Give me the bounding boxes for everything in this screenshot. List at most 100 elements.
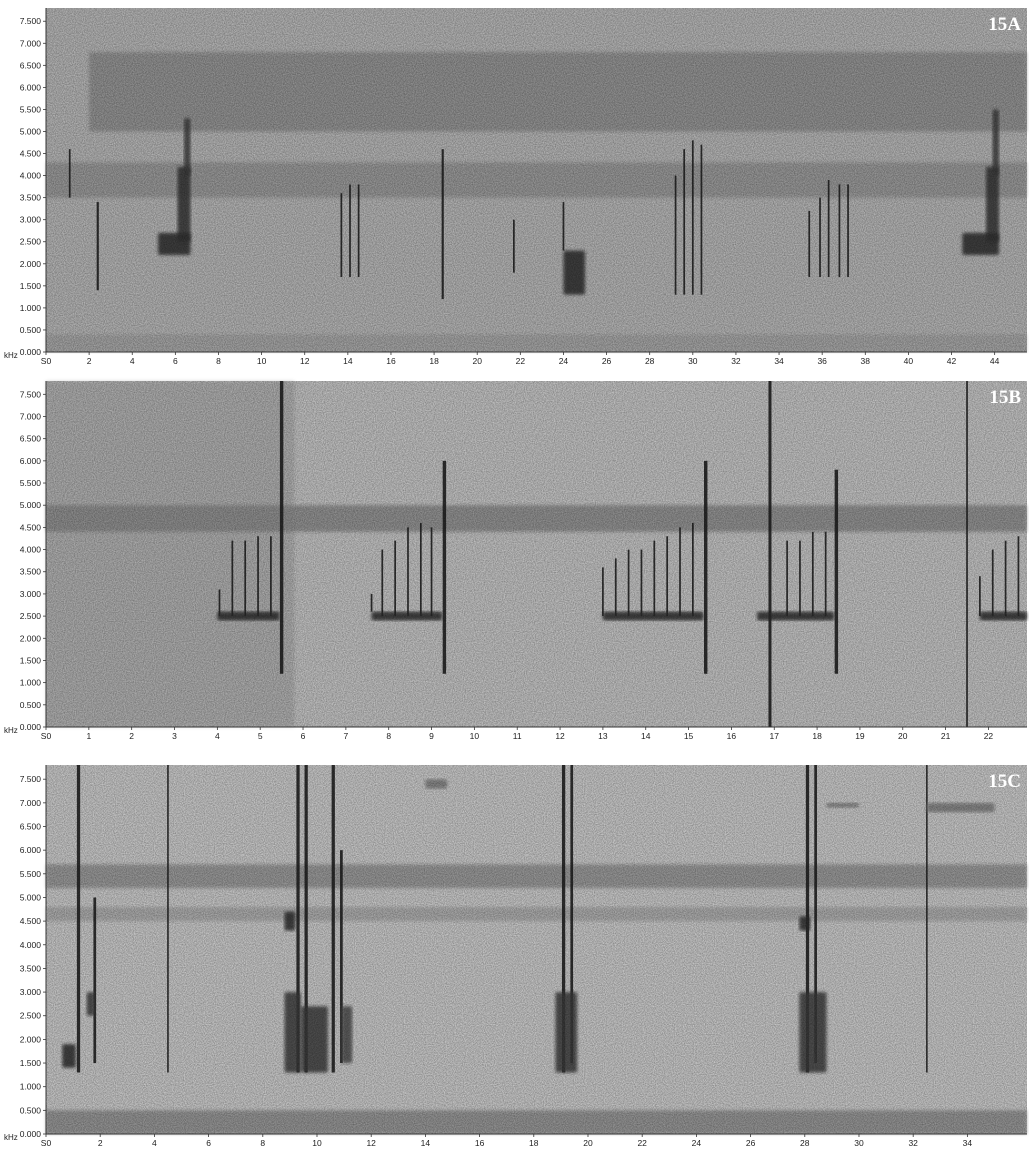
x-tick-label: 24 <box>692 1138 702 1148</box>
x-tick-label: 28 <box>645 356 655 366</box>
panel-label: 15C <box>988 771 1021 792</box>
spectrogram-15b: 0.000 0.500 1.000 1.500 2.000 2.500 3.000 3.500… <box>4 381 1027 741</box>
x-tick-label: 21 <box>941 731 951 741</box>
y-tick-label: 3.000 <box>20 215 42 225</box>
x-tick-label: 16 <box>727 731 737 741</box>
y-tick-label: 1.500 <box>20 655 42 665</box>
x-tick-label: 17 <box>770 731 780 741</box>
panel-label: 15A <box>988 14 1021 35</box>
y-tick-label: 3.000 <box>20 589 42 599</box>
x-tick-label: S0 <box>41 1138 52 1148</box>
y-tick-label: 5.000 <box>20 892 42 902</box>
y-tick-label: 6.500 <box>20 822 42 832</box>
x-tick-label: 2 <box>98 1138 103 1148</box>
x-tick-label: 44 <box>990 356 1000 366</box>
y-tick-label: 4.500 <box>20 916 42 926</box>
y-tick-label: 7.000 <box>20 798 42 808</box>
y-tick-label: 4.500 <box>20 149 42 159</box>
y-tick-label: 6.000 <box>20 456 42 466</box>
y-tick-label: 2.500 <box>20 237 42 247</box>
x-tick-label: 6 <box>301 731 306 741</box>
y-unit-label: kHz <box>4 726 18 735</box>
y-tick-label: 0.000 <box>20 1129 42 1139</box>
x-tick-label: 11 <box>513 731 522 741</box>
x-tick-label: 20 <box>583 1138 593 1148</box>
x-tick-label: 26 <box>602 356 612 366</box>
y-tick-label: 1.000 <box>20 678 42 688</box>
y-tick-label: 7.000 <box>20 38 42 48</box>
x-tick-label: 26 <box>746 1138 756 1148</box>
y-tick-label: 5.000 <box>20 126 42 136</box>
y-tick-label: 3.000 <box>20 987 42 997</box>
x-tick-label: 36 <box>817 356 827 366</box>
y-tick-label: 1.500 <box>20 1058 42 1068</box>
x-tick-label: 1 <box>86 731 91 741</box>
x-tick-label: 10 <box>257 356 267 366</box>
x-tick-label: 8 <box>386 731 391 741</box>
y-tick-label: 6.500 <box>20 434 42 444</box>
y-tick-label: 2.000 <box>20 1034 42 1044</box>
x-tick-label: 22 <box>516 356 526 366</box>
y-tick-label: 5.000 <box>20 500 42 510</box>
x-tick-label: 16 <box>475 1138 485 1148</box>
x-tick-label: 10 <box>470 731 480 741</box>
x-tick-label: 18 <box>429 356 439 366</box>
x-tick-label: 14 <box>421 1138 431 1148</box>
y-tick-label: 6.000 <box>20 845 42 855</box>
y-tick-label: 0.500 <box>20 700 42 710</box>
x-tick-label: 20 <box>898 731 908 741</box>
x-tick-label: 4 <box>152 1138 157 1148</box>
x-tick-label: 22 <box>984 731 994 741</box>
x-tick-label: 12 <box>300 356 310 366</box>
y-tick-label: 0.500 <box>20 1105 42 1115</box>
y-tick-label: 4.000 <box>20 940 42 950</box>
y-tick-label: 2.500 <box>20 1011 42 1021</box>
y-tick-label: 2.000 <box>20 633 42 643</box>
x-tick-label: 5 <box>258 731 263 741</box>
y-tick-label: 3.500 <box>20 193 42 203</box>
x-tick-label: 8 <box>216 356 221 366</box>
x-tick-label: 40 <box>904 356 914 366</box>
spectrogram-panel-15b: 0.000 0.500 1.000 1.500 2.000 2.500 3.000 3.500… <box>0 377 1029 747</box>
x-tick-label: 32 <box>908 1138 918 1148</box>
noise-texture <box>46 765 1027 1134</box>
y-tick-label: 4.000 <box>20 545 42 555</box>
y-tick-label: 0.500 <box>20 325 42 335</box>
x-tick-label: 4 <box>215 731 220 741</box>
y-tick-label: 5.500 <box>20 869 42 879</box>
y-tick-label: 0.000 <box>20 347 42 357</box>
x-tick-label: 6 <box>206 1138 211 1148</box>
y-tick-label: 4.500 <box>20 522 42 532</box>
x-tick-label: 30 <box>854 1138 864 1148</box>
x-tick-label: 12 <box>555 731 565 741</box>
y-tick-label: 6.000 <box>20 82 42 92</box>
y-tick-label: 5.500 <box>20 478 42 488</box>
x-tick-label: 2 <box>87 356 92 366</box>
y-tick-label: 2.500 <box>20 611 42 621</box>
x-tick-label: 2 <box>129 731 134 741</box>
x-tick-label: 7 <box>344 731 349 741</box>
y-tick-label: 5.500 <box>20 104 42 114</box>
x-tick-label: 16 <box>386 356 396 366</box>
x-tick-label: 20 <box>472 356 482 366</box>
x-tick-label: 34 <box>774 356 784 366</box>
spectrogram-15c: 0.000 0.500 1.000 1.500 2.000 2.500 3.000 3.500… <box>4 765 1027 1148</box>
y-tick-label: 3.500 <box>20 963 42 973</box>
x-tick-label: 15 <box>684 731 694 741</box>
x-tick-label: 13 <box>598 731 608 741</box>
y-unit-label: kHz <box>4 351 18 360</box>
y-tick-label: 4.000 <box>20 171 42 181</box>
y-tick-label: 6.500 <box>20 60 42 70</box>
x-tick-label: 24 <box>559 356 569 366</box>
spectrogram-panel-15a: 0.000 0.500 1.000 1.500 2.000 2.500 3.000 3.500… <box>0 0 1029 372</box>
x-tick-label: 14 <box>641 731 651 741</box>
noise-texture <box>46 8 1027 352</box>
y-tick-label: 7.000 <box>20 411 42 421</box>
x-tick-label: 6 <box>173 356 178 366</box>
panel-label: 15B <box>989 387 1021 408</box>
y-tick-label: 7.500 <box>20 389 42 399</box>
x-tick-label: 10 <box>312 1138 322 1148</box>
x-tick-label: 28 <box>800 1138 810 1148</box>
x-tick-label: 8 <box>260 1138 265 1148</box>
x-tick-label: 18 <box>812 731 822 741</box>
